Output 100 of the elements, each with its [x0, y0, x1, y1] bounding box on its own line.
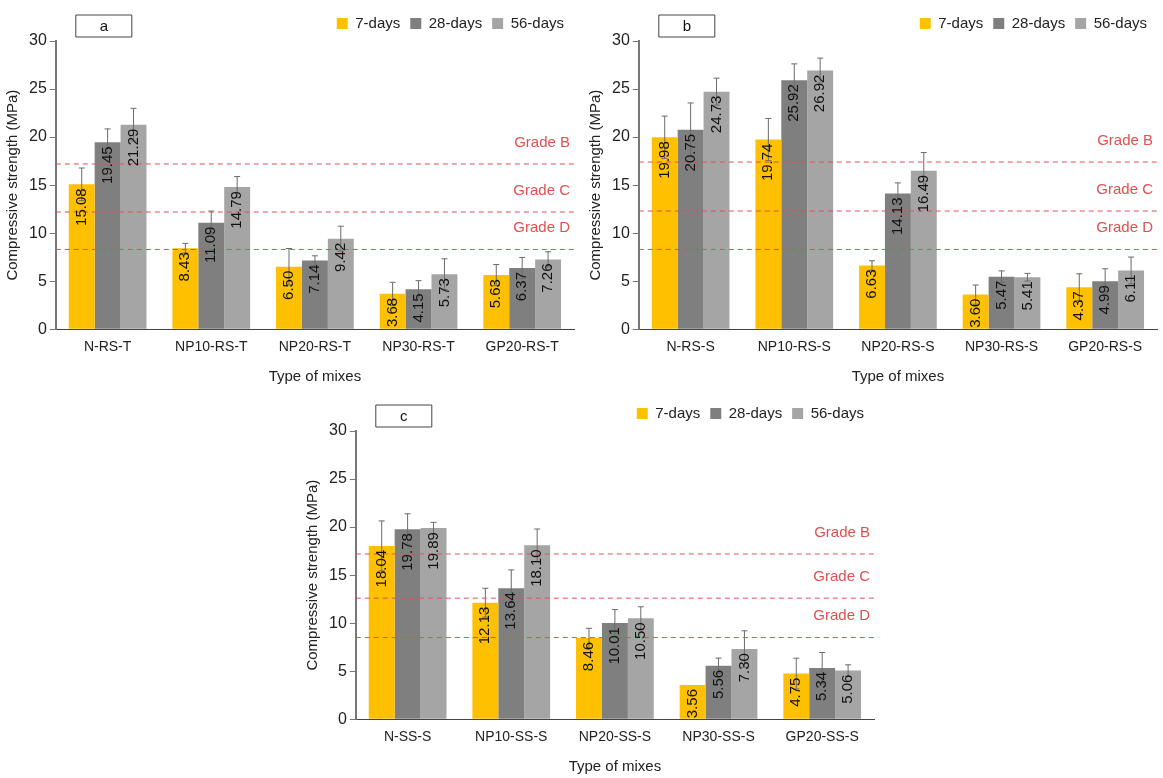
data-label: 20.75: [680, 133, 698, 172]
ref-line-label: Grade B: [814, 522, 870, 540]
data-label: 5.47: [991, 280, 1009, 310]
y-tick-label: 20: [29, 127, 47, 145]
data-label: 19.98: [654, 141, 672, 179]
data-label: 7.30: [734, 653, 752, 683]
y-tick-label: 25: [29, 79, 47, 97]
y-axis-title: Compressive strength (MPa): [303, 479, 321, 671]
y-tick-label: 20: [612, 127, 630, 145]
x-tick-label: NP10-RS-T: [175, 338, 248, 355]
ref-line-label: Grade D: [513, 218, 571, 236]
data-label: 5.56: [708, 669, 726, 699]
data-label: 9.42: [330, 242, 348, 272]
x-tick-label: N-RS-S: [666, 338, 715, 355]
x-tick-label: NP20-RS-S: [861, 338, 935, 355]
y-tick-label: 25: [612, 79, 630, 97]
data-label: 7.26: [538, 263, 556, 293]
x-tick-label: GP20-RS-T: [485, 338, 560, 355]
y-tick-label: 5: [620, 271, 630, 289]
x-tick-label: NP30-RS-T: [382, 338, 456, 355]
data-label: 19.78: [397, 533, 415, 571]
data-label: 14.79: [227, 191, 245, 229]
text: b: [682, 17, 691, 35]
data-label: 6.37: [512, 272, 530, 302]
data-label: 5.41: [1017, 281, 1035, 311]
legend-label: 28-days: [428, 13, 483, 31]
x-tick-label: NP20-SS-S: [578, 728, 652, 745]
y-tick-label: 20: [329, 517, 347, 535]
ref-line-label: Grade D: [1096, 218, 1154, 236]
text: a: [99, 17, 109, 35]
data-label: 19.89: [423, 532, 441, 570]
x-tick-label: NP30-SS-S: [682, 728, 755, 745]
data-label: 19.74: [758, 143, 776, 182]
legend-label: 28-days: [728, 403, 783, 421]
data-label: 10.50: [630, 622, 648, 660]
y-tick-label: 15: [29, 175, 47, 193]
data-label: 5.73: [434, 278, 452, 308]
text: c: [400, 407, 409, 425]
data-label: 15.08: [71, 188, 89, 226]
ref-line-label: Grade C: [813, 566, 871, 584]
x-tick-label: N-SS-S: [383, 728, 432, 745]
x-tick-label: GP20-SS-S: [785, 728, 859, 745]
data-label: 10.01: [605, 627, 623, 665]
x-axis-title: Type of mixes: [851, 367, 945, 385]
data-label: 19.45: [97, 146, 115, 184]
ref-line-label: Grade B: [514, 132, 570, 150]
data-label: 25.92: [784, 84, 802, 122]
y-tick-label: 0: [620, 319, 630, 337]
y-axis-title: Compressive strength (MPa): [3, 89, 21, 281]
data-label: 6.63: [862, 269, 880, 299]
y-tick-label: 15: [612, 175, 630, 193]
ref-line-label: Grade B: [1097, 130, 1153, 148]
data-label: 16.49: [913, 174, 931, 213]
x-tick-label: N-RS-T: [83, 338, 132, 355]
x-tick-label: NP10-RS-S: [757, 338, 831, 355]
x-axis-title: Type of mixes: [268, 367, 362, 385]
data-label: 14.13: [888, 197, 906, 235]
data-label: 4.37: [1069, 291, 1087, 321]
legend-label: 28-days: [1011, 13, 1066, 31]
x-tick-label: NP30-RS-S: [964, 338, 1039, 355]
data-label: 5.06: [838, 674, 856, 704]
data-label: 5.34: [812, 671, 830, 702]
y-tick-label: 10: [612, 223, 630, 241]
data-label: 24.73: [706, 95, 724, 134]
data-label: 7.14: [305, 264, 323, 294]
data-label: 3.68: [382, 297, 400, 328]
y-tick-label: 0: [37, 319, 47, 337]
y-tick-label: 10: [29, 223, 47, 241]
y-tick-label: 30: [29, 31, 47, 49]
legend-label: 56-days: [510, 13, 565, 31]
data-label: 3.56: [682, 689, 700, 719]
data-label: 6.50: [279, 270, 297, 300]
legend-label: 7-days: [938, 13, 984, 31]
legend-label: 56-days: [810, 403, 865, 421]
x-tick-label: NP10-SS-S: [475, 728, 548, 745]
data-label: 12.13: [475, 606, 493, 645]
data-label: 4.99: [1095, 285, 1113, 315]
y-tick-label: 15: [329, 565, 347, 583]
y-tick-label: 30: [329, 421, 347, 439]
data-label: 13.64: [501, 592, 519, 630]
data-label: 6.11: [1121, 274, 1139, 303]
data-label: 8.43: [175, 252, 193, 282]
y-tick-label: 0: [337, 709, 347, 727]
legend-label: 7-days: [655, 403, 701, 421]
y-tick-label: 5: [337, 661, 347, 679]
ref-line-label: Grade C: [1096, 179, 1154, 197]
data-label: 3.60: [965, 298, 983, 328]
ref-line-label: Grade C: [513, 180, 571, 198]
data-label: 26.92: [810, 74, 828, 113]
y-tick-label: 10: [329, 613, 347, 631]
x-tick-label: GP20-RS-S: [1068, 338, 1143, 355]
x-tick-label: NP20-RS-T: [278, 338, 352, 355]
data-label: 21.29: [123, 128, 141, 167]
y-tick-label: 5: [37, 271, 47, 289]
data-label: 11.09: [201, 226, 219, 264]
legend-label: 7-days: [355, 13, 401, 31]
x-axis-title: Type of mixes: [568, 757, 662, 775]
data-label: 8.46: [579, 641, 597, 672]
data-label: 18.04: [371, 549, 389, 588]
data-label: 5.63: [486, 279, 504, 309]
